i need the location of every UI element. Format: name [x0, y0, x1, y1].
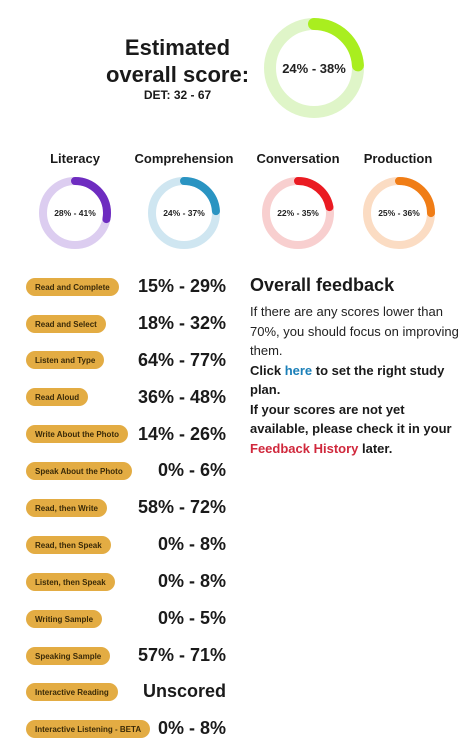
progress-ring-graphic: [148, 177, 220, 249]
ring-progress-arc: [264, 18, 364, 118]
overall-score-section: Estimated overall score: DET: 32 - 67 24…: [0, 0, 474, 140]
task-badge[interactable]: Read, then Write: [26, 499, 107, 517]
ring-progress-arc: [39, 177, 111, 249]
task-badge[interactable]: Listen and Type: [26, 351, 105, 369]
overall-score-label: 24% - 38%: [282, 60, 346, 76]
progress-ring-graphic: [363, 177, 435, 249]
task-score: 57% - 71%: [137, 645, 226, 665]
task-score: 36% - 48%: [137, 387, 226, 407]
skill-conversation-score: 22% - 35%: [277, 208, 319, 218]
study-plan-prompt: Click here to set the right study plan.: [250, 361, 464, 400]
task-score: 15% - 29%: [137, 276, 226, 296]
ring-progress-arc: [363, 177, 435, 249]
skill-literacy-label: Literacy: [50, 151, 100, 166]
here-link[interactable]: here: [284, 362, 313, 378]
task-score: 14% - 26%: [137, 424, 226, 444]
ring-progress-arc: [262, 177, 334, 249]
task-badge[interactable]: Write About the Photo: [26, 425, 128, 443]
progress-ring-graphic: [264, 18, 364, 118]
task-badge[interactable]: Listen, then Speak: [26, 573, 115, 591]
task-score: 18% - 32%: [137, 313, 226, 333]
progress-ring-graphic: [262, 177, 334, 249]
task-score: 64% - 77%: [137, 350, 226, 370]
note-suffix: later.: [358, 440, 393, 456]
ring-progress-arc: [148, 177, 220, 249]
skill-production-label: Production: [363, 151, 433, 166]
task-badge[interactable]: Speak About the Photo: [26, 462, 132, 480]
feedback-history-note: If your scores are not yet available, pl…: [250, 400, 464, 459]
skill-literacy-score: 28% - 41%: [54, 208, 96, 218]
task-badge[interactable]: Read Aloud: [26, 388, 89, 406]
skill-comprehension-ring: 24% - 37%: [148, 177, 220, 249]
task-score: 0% - 8%: [157, 534, 226, 554]
task-score: 0% - 8%: [157, 718, 226, 738]
task-badge[interactable]: Read and Complete: [26, 278, 119, 296]
skill-comprehension-label: Comprehension: [134, 151, 234, 166]
task-badge[interactable]: Writing Sample: [26, 610, 103, 628]
feedback-body: If there are any scores lower than 70%, …: [250, 304, 459, 358]
skill-production-score: 25% - 36%: [378, 208, 420, 218]
task-badge[interactable]: Speaking Sample: [26, 647, 111, 665]
progress-ring-graphic: [39, 177, 111, 249]
skill-conversation-label: Conversation: [256, 151, 340, 166]
task-badge[interactable]: Read and Select: [26, 315, 106, 333]
overall-feedback-panel: Overall feedback If there are any scores…: [250, 275, 464, 458]
task-score: Unscored: [142, 681, 226, 701]
feedback-title: Overall feedback: [250, 275, 395, 295]
estimated-score-title: Estimated overall score:: [105, 35, 250, 87]
task-score: 0% - 5%: [157, 608, 226, 628]
note-prefix: If your scores are not yet available, pl…: [250, 401, 452, 437]
skill-conversation-ring: 22% - 35%: [262, 177, 334, 249]
task-score: 0% - 6%: [157, 460, 226, 480]
task-score: 0% - 8%: [157, 571, 226, 591]
feedback-history-link[interactable]: Feedback History: [250, 440, 359, 456]
det-score-range: DET: 32 - 67: [143, 88, 212, 102]
click-prefix: Click: [250, 362, 285, 378]
skill-literacy-ring: 28% - 41%: [39, 177, 111, 249]
overall-score-ring: 24% - 38%: [264, 18, 364, 118]
task-badge[interactable]: Interactive Listening - BETA: [26, 720, 151, 738]
skill-production-ring: 25% - 36%: [363, 177, 435, 249]
task-score: 58% - 72%: [137, 497, 226, 517]
click-suffix: to set the right study plan.: [250, 362, 445, 398]
skill-comprehension-score: 24% - 37%: [163, 208, 205, 218]
task-badge[interactable]: Read, then Speak: [26, 536, 111, 554]
task-badge[interactable]: Interactive Reading: [26, 683, 118, 701]
